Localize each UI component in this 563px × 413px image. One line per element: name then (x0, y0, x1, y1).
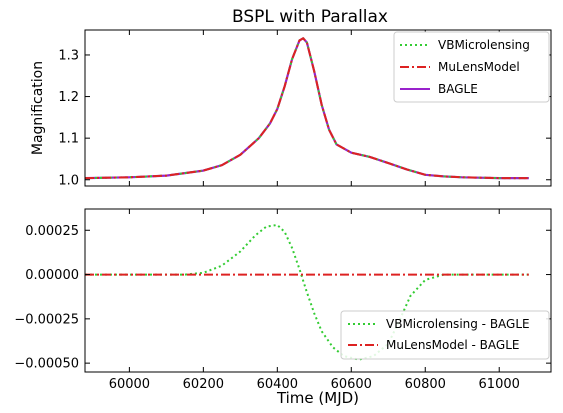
top-plot-area (84, 37, 529, 180)
top-legend-label-2: BAGLE (438, 82, 478, 96)
bottom-x-ticks: 60000 60200 60400 60600 60800 61000 (109, 209, 520, 392)
bottom-legend: VBMicrolensing - BAGLE MuLensModel - BAGL… (340, 310, 550, 360)
top-ytick-label-2: 1.2 (58, 90, 79, 105)
bottom-xtick-label-4: 60800 (405, 377, 446, 392)
bottom-xtick-label-0: 60000 (109, 377, 150, 392)
x-axis-label-time: Time (MJD) (276, 389, 359, 407)
bottom-ytick-label-1: 0.00000 (25, 268, 79, 283)
bottom-axes-frame (84, 208, 552, 373)
top-axes-frame (84, 29, 552, 187)
top-ytick-label-1: 1.1 (58, 132, 79, 147)
top-ytick-label-3: 1.3 (58, 48, 79, 63)
bottom-y-ticks: 0.00025 0.00000 −0.00025 −0.00050 (14, 224, 551, 372)
bottom-xtick-label-1: 60200 (183, 377, 224, 392)
residual-panel: 0.00025 0.00000 −0.00025 −0.00050 60000 6020… (14, 208, 552, 407)
bottom-legend-label-0: VBMicrolensing - BAGLE (386, 317, 530, 331)
top-legend-box (393, 31, 550, 103)
bottom-xtick-label-3: 60600 (331, 377, 372, 392)
bottom-series-line-0 (85, 223, 529, 361)
chart-title: BSPL with Parallax (232, 7, 388, 27)
top-series-line-1 (84, 37, 529, 180)
top-legend-label-0: VBMicrolensing (438, 38, 530, 52)
bottom-ytick-label-3: −0.00050 (14, 357, 79, 372)
bottom-xtick-label-5: 61000 (479, 377, 520, 392)
magnification-panel: BSPL with Parallax Magnification 1.0 1.1 1… (30, 7, 552, 188)
top-legend: VBMicrolensing MuLensModel BAGLE (393, 31, 550, 103)
top-legend-label-1: MuLensModel (438, 60, 520, 74)
bottom-ytick-label-0: 0.00025 (25, 224, 79, 239)
y-axis-label-magnification: Magnification (30, 61, 46, 155)
bottom-legend-label-1: MuLensModel - BAGLE (386, 338, 519, 352)
bottom-ytick-label-2: −0.00025 (14, 312, 79, 327)
top-ytick-label-0: 1.0 (58, 173, 79, 188)
bottom-legend-box (340, 310, 550, 360)
bottom-plot-area (85, 223, 529, 361)
bottom-xtick-label-2: 60400 (257, 377, 298, 392)
